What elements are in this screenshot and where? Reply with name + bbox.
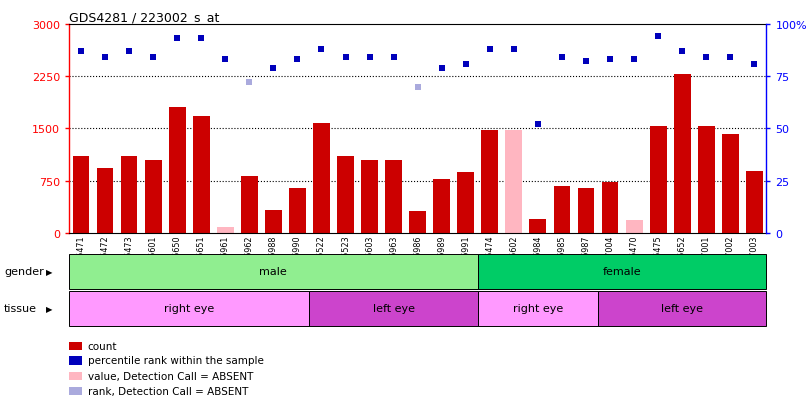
Text: rank, Detection Call = ABSENT: rank, Detection Call = ABSENT	[88, 386, 248, 396]
Text: ▶: ▶	[46, 267, 53, 276]
Point	[628, 57, 641, 64]
Bar	[554, 186, 570, 233]
Text: female: female	[603, 266, 642, 277]
Bar	[505, 131, 522, 233]
Point	[195, 36, 208, 43]
Point	[339, 55, 352, 62]
Bar	[217, 228, 234, 233]
Bar	[626, 220, 642, 233]
Point	[748, 61, 761, 68]
Point	[170, 36, 183, 43]
Text: left eye: left eye	[372, 304, 414, 314]
Point	[508, 47, 521, 53]
Point	[147, 55, 160, 62]
Bar	[265, 210, 281, 233]
Point	[483, 47, 496, 53]
Point	[387, 55, 400, 62]
Point	[219, 57, 232, 64]
Point	[580, 59, 593, 66]
Text: gender: gender	[4, 266, 44, 277]
Bar	[697, 127, 714, 233]
Bar	[69, 291, 310, 326]
Text: GDS4281 / 223002_s_at: GDS4281 / 223002_s_at	[69, 11, 219, 24]
Bar	[361, 160, 378, 233]
Point	[652, 34, 665, 40]
Bar	[722, 135, 739, 233]
Text: count: count	[88, 341, 117, 351]
Text: value, Detection Call = ABSENT: value, Detection Call = ABSENT	[88, 371, 253, 381]
Bar	[674, 75, 691, 233]
Bar	[310, 291, 478, 326]
Point	[531, 121, 544, 128]
Bar	[482, 131, 498, 233]
Point	[676, 49, 689, 55]
Text: male: male	[260, 266, 287, 277]
Point	[315, 47, 328, 53]
Bar	[530, 219, 547, 233]
Bar	[121, 157, 138, 233]
Bar	[385, 160, 402, 233]
Point	[459, 61, 472, 68]
Point	[724, 55, 737, 62]
Point	[267, 65, 280, 72]
Point	[363, 55, 376, 62]
Bar	[72, 157, 89, 233]
Point	[603, 57, 616, 64]
Point	[436, 65, 448, 72]
Bar	[478, 291, 598, 326]
Bar	[478, 254, 766, 289]
Bar	[410, 211, 426, 233]
Point	[700, 55, 713, 62]
Text: tissue: tissue	[4, 304, 37, 314]
Point	[122, 49, 135, 55]
Text: right eye: right eye	[164, 304, 214, 314]
Text: left eye: left eye	[661, 304, 703, 314]
Bar	[97, 169, 114, 233]
Point	[242, 80, 255, 86]
Text: right eye: right eye	[513, 304, 563, 314]
Bar	[69, 254, 478, 289]
Bar	[650, 127, 667, 233]
Bar	[746, 171, 763, 233]
Point	[75, 49, 88, 55]
Bar	[169, 108, 186, 233]
Bar	[602, 183, 619, 233]
Bar	[289, 189, 306, 233]
Bar	[241, 177, 258, 233]
Bar	[144, 160, 161, 233]
Bar	[598, 291, 766, 326]
Bar	[313, 123, 330, 233]
Point	[291, 57, 304, 64]
Point	[411, 84, 424, 91]
Text: percentile rank within the sample: percentile rank within the sample	[88, 356, 264, 366]
Point	[98, 55, 111, 62]
Bar	[337, 157, 354, 233]
Bar	[433, 179, 450, 233]
Point	[556, 55, 569, 62]
Bar	[577, 189, 594, 233]
Bar	[457, 172, 474, 233]
Text: ▶: ▶	[46, 304, 53, 313]
Bar	[193, 116, 209, 233]
